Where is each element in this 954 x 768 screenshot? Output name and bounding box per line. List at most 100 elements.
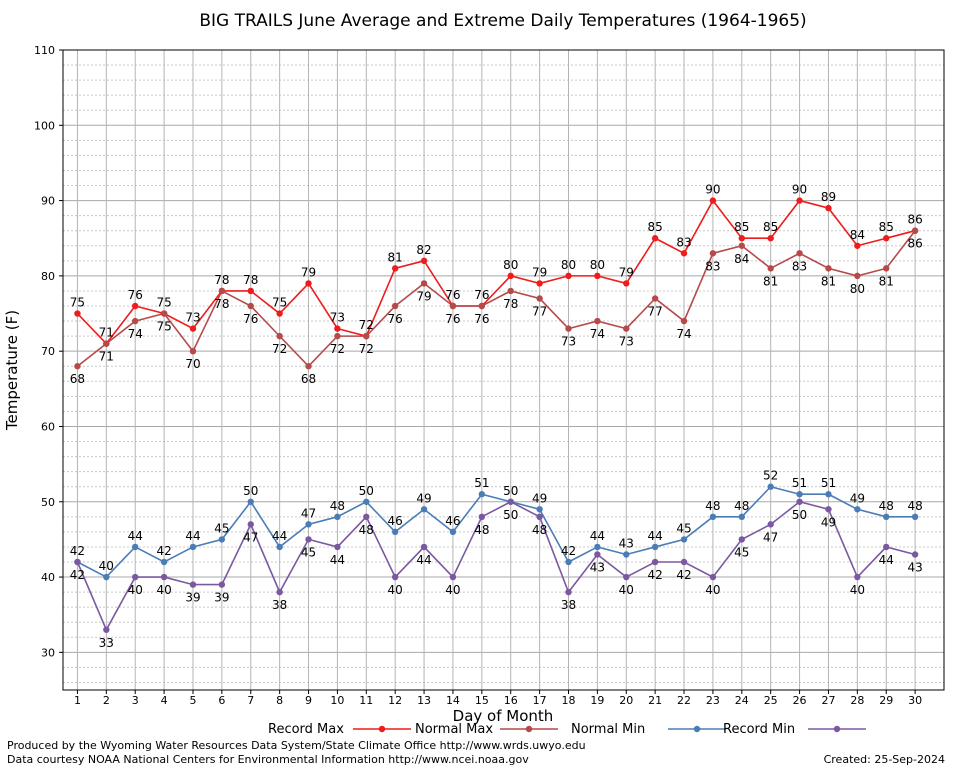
data-point <box>363 513 370 521</box>
data-label: 40 <box>156 583 171 597</box>
legend: Record Max Normal Max Normal Min Record Min <box>268 722 866 737</box>
data-label: 75 <box>272 296 287 310</box>
data-label: 85 <box>879 220 894 234</box>
data-point <box>74 310 81 317</box>
data-point <box>709 573 717 581</box>
data-point <box>594 317 601 325</box>
data-label: 76 <box>388 312 403 326</box>
data-point <box>103 573 110 581</box>
data-label: 43 <box>907 560 922 574</box>
data-point <box>651 543 659 551</box>
x-tick-label: 23 <box>706 694 720 707</box>
data-point <box>334 513 341 521</box>
y-axis-label: Temperature (F) <box>3 310 21 431</box>
data-label: 46 <box>445 514 460 528</box>
data-label: 42 <box>156 544 171 558</box>
x-tick-label: 7 <box>247 694 254 707</box>
data-label: 42 <box>70 544 85 558</box>
data-point <box>218 581 226 588</box>
data-label: 78 <box>503 297 518 311</box>
data-label: 80 <box>590 258 605 272</box>
data-label: 40 <box>619 583 634 597</box>
data-point <box>536 506 543 513</box>
data-label: 48 <box>907 499 922 513</box>
y-tick-label: 90 <box>41 195 55 208</box>
data-label: 46 <box>388 514 403 528</box>
data-point <box>276 588 283 596</box>
data-label: 81 <box>821 274 836 288</box>
data-point <box>420 280 428 287</box>
data-point <box>132 317 139 325</box>
data-point <box>623 551 630 558</box>
data-label: 76 <box>445 288 460 302</box>
data-point <box>825 265 832 272</box>
data-label: 72 <box>359 342 374 356</box>
data-label: 79 <box>532 265 547 279</box>
data-point <box>594 272 601 280</box>
data-point <box>565 272 572 280</box>
data-label: 48 <box>734 499 749 513</box>
data-point <box>854 272 861 280</box>
y-tick-label: 80 <box>41 270 55 283</box>
data-label: 75 <box>156 320 171 334</box>
data-point <box>594 551 601 558</box>
data-point <box>883 513 890 521</box>
data-point <box>74 363 81 370</box>
legend-label: Normal Max <box>415 722 493 737</box>
y-tick-label: 30 <box>41 646 55 659</box>
data-label: 40 <box>388 583 403 597</box>
data-label: 90 <box>705 183 720 197</box>
data-label: 81 <box>763 274 778 288</box>
data-label: 86 <box>907 237 922 251</box>
data-point <box>334 332 341 340</box>
legend-swatch-marker <box>693 725 701 733</box>
data-point <box>132 543 139 551</box>
data-label: 44 <box>879 553 894 567</box>
data-point <box>218 536 226 543</box>
data-label: 78 <box>214 273 229 287</box>
data-label: 85 <box>734 220 749 234</box>
data-label: 89 <box>821 190 836 204</box>
data-label: 50 <box>503 484 518 498</box>
data-label: 76 <box>243 312 258 326</box>
data-point <box>132 302 139 310</box>
data-label: 73 <box>619 335 634 349</box>
data-point <box>449 573 457 581</box>
data-point <box>420 506 428 513</box>
data-label: 80 <box>503 258 518 272</box>
data-point <box>680 250 688 257</box>
data-label: 72 <box>330 342 345 356</box>
data-label: 47 <box>243 530 258 544</box>
footer-produced-by: Produced by the Wyoming Water Resources … <box>7 739 586 752</box>
x-tick-label: 11 <box>359 694 373 707</box>
y-tick-label: 100 <box>34 119 55 132</box>
series-line-normal-max <box>76 230 916 368</box>
data-label: 40 <box>445 583 460 597</box>
data-point <box>796 197 803 204</box>
data-label: 82 <box>416 243 431 257</box>
data-label: 76 <box>128 288 143 302</box>
x-tick-label: 29 <box>879 694 893 707</box>
data-label: 33 <box>99 636 114 650</box>
data-point <box>565 588 572 596</box>
data-label: 40 <box>850 583 865 597</box>
x-tick-label: 25 <box>764 694 778 707</box>
data-point <box>391 573 399 581</box>
series: 75 71 76 75 73 78 78 75 79 73 72 81 82 76 76 80 79 80 80 79… <box>70 183 923 650</box>
data-label: 49 <box>850 491 865 505</box>
data-label: 77 <box>532 304 547 318</box>
data-point <box>709 250 717 257</box>
data-label: 83 <box>792 259 807 273</box>
data-label: 44 <box>330 553 345 567</box>
data-point <box>132 573 139 581</box>
data-point <box>189 581 197 588</box>
data-point <box>536 295 543 302</box>
data-point <box>449 528 457 536</box>
data-point <box>651 235 659 242</box>
data-label: 72 <box>272 342 287 356</box>
x-tick-label: 22 <box>677 694 691 707</box>
data-label: 48 <box>359 523 374 537</box>
footer-data-courtesy: Data courtesy NOAA National Centers for … <box>7 753 529 766</box>
data-label: 79 <box>619 265 634 279</box>
